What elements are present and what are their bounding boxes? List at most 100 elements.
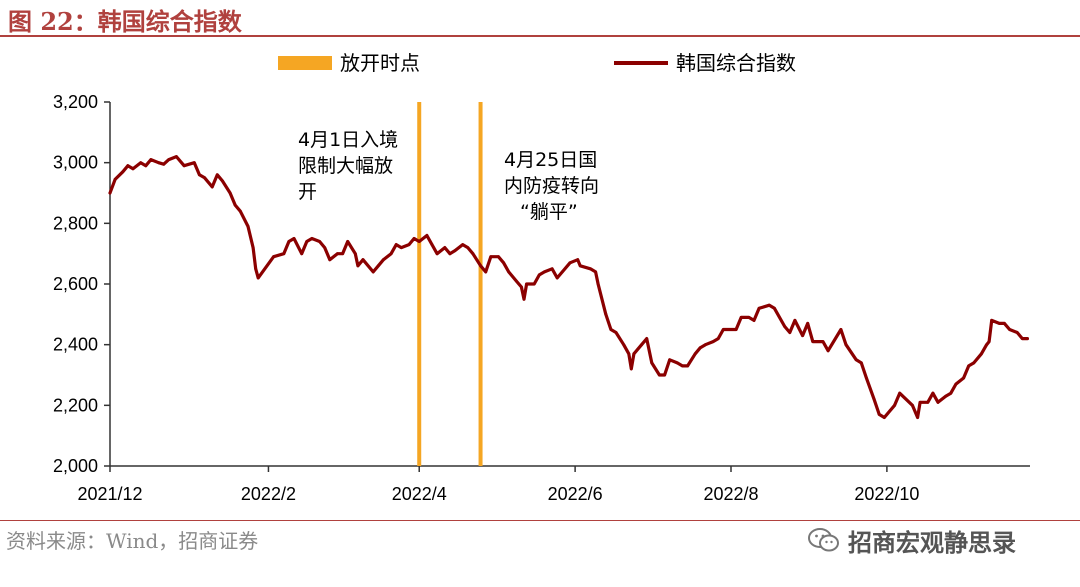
data-point [448, 252, 452, 256]
data-point [121, 170, 125, 174]
series-line-kospi [108, 155, 1030, 420]
line-chart: 2,000 2,200 2,400 2,600 2,800 3,000 3,200 2021/… [53, 51, 1030, 504]
data-point [739, 316, 743, 319]
data-point [972, 361, 976, 365]
data-point [985, 343, 988, 347]
data-point [543, 270, 546, 274]
legend-label-kospi: 韩国综合指数 [676, 51, 796, 75]
data-point [435, 252, 439, 256]
data-point [233, 203, 237, 207]
data-point [356, 264, 360, 268]
data-point [175, 155, 178, 159]
y-tick-label: 3,200 [53, 92, 98, 112]
data-point [589, 267, 592, 271]
data-point [594, 270, 597, 274]
annotation-2-line-1: 4月25日国 [504, 149, 597, 171]
data-point [747, 316, 751, 319]
data-point [430, 243, 434, 247]
data-point [560, 270, 564, 274]
data-point [854, 358, 858, 362]
data-point [568, 261, 572, 265]
data-point [711, 340, 715, 343]
annotation-2-line-3: “躺平” [520, 201, 578, 223]
data-point [911, 403, 914, 407]
data-point [576, 258, 580, 262]
data-point [757, 306, 761, 310]
data-point [489, 255, 493, 259]
y-tick-label: 2,600 [53, 274, 98, 294]
data-point [525, 282, 528, 286]
data-point [839, 328, 843, 331]
data-point [318, 240, 321, 243]
data-point [675, 361, 679, 365]
title-rule [0, 35, 1080, 37]
data-point [522, 297, 526, 301]
data-point [238, 209, 242, 213]
data-point [629, 367, 633, 371]
data-point [417, 240, 421, 243]
y-tick-label: 2,400 [53, 335, 98, 355]
data-point [341, 252, 344, 256]
data-point [632, 352, 636, 356]
data-point [520, 285, 523, 289]
data-point [139, 161, 143, 165]
data-point [729, 328, 733, 331]
data-point [144, 164, 148, 168]
data-point [221, 179, 224, 183]
data-point [716, 337, 720, 340]
data-point [801, 334, 804, 337]
data-point [272, 255, 275, 259]
data-point [361, 258, 365, 262]
data-point [466, 246, 470, 250]
data-point [980, 352, 983, 356]
data-point [916, 416, 919, 419]
data-point [865, 376, 868, 380]
data-point [604, 312, 608, 316]
data-point [443, 246, 447, 250]
data-point [734, 328, 738, 331]
data-point [962, 376, 965, 380]
annotation-1-line-3: 开 [298, 181, 317, 203]
data-point [949, 391, 953, 395]
data-point [693, 352, 697, 356]
data-point [251, 246, 255, 250]
data-point [555, 276, 559, 280]
annotation-2-line-2: 内防疫转向 [504, 175, 599, 197]
data-point [936, 400, 940, 404]
data-point [382, 258, 385, 262]
data-point [645, 337, 649, 340]
data-point [532, 282, 536, 286]
data-point [376, 264, 380, 268]
data-point [108, 191, 112, 195]
data-point [681, 364, 684, 368]
data-point [113, 178, 117, 181]
data-point [198, 173, 201, 177]
data-point [346, 240, 350, 243]
data-point [773, 306, 776, 310]
data-point [658, 373, 661, 377]
data-point [1020, 337, 1024, 340]
data-point [502, 261, 505, 265]
data-point [228, 191, 232, 195]
data-point [254, 267, 258, 271]
data-point [663, 373, 666, 377]
data-point [353, 252, 357, 256]
data-point [926, 400, 930, 404]
data-point [461, 243, 465, 247]
data-point [944, 394, 948, 398]
data-point [826, 349, 830, 353]
data-point [698, 346, 702, 350]
data-point [203, 176, 207, 180]
data-point [609, 328, 613, 331]
annotation-1-line-2: 限制大幅放 [298, 155, 393, 177]
data-point [310, 237, 314, 240]
data-point [182, 164, 186, 168]
data-point [131, 167, 135, 171]
data-point [918, 400, 922, 404]
data-point [668, 358, 672, 362]
data-point [859, 361, 863, 365]
data-point [336, 252, 339, 256]
data-point [997, 322, 1001, 325]
y-tick-label: 2,200 [53, 395, 98, 415]
data-point [323, 246, 327, 250]
